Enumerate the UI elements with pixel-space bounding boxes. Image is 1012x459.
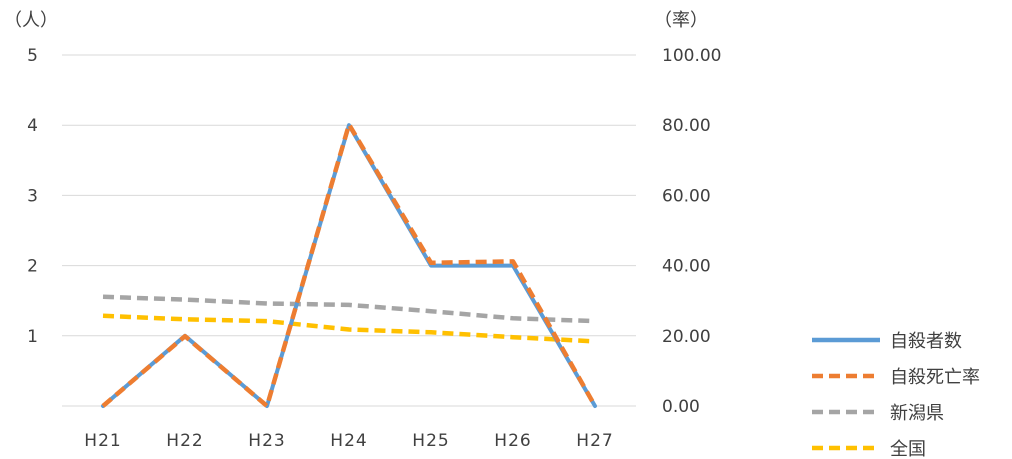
right-axis-unit: （率）: [654, 10, 708, 31]
legend-label: 自殺者数: [890, 331, 962, 352]
x-tick-label: H24: [330, 431, 367, 451]
series-line-1: [101, 122, 597, 409]
left-tick-label: 2: [27, 257, 38, 277]
series-layer: [101, 122, 597, 409]
left-tick-label: 1: [27, 327, 38, 347]
x-tick-label: H26: [494, 431, 531, 451]
left-axis-unit: （人）: [4, 10, 58, 31]
x-tick-label: H22: [166, 431, 203, 451]
right-axis-ticks: 0.00 20.00 40.00 60.00 80.00 100.00: [662, 46, 721, 417]
series-line-3: [102, 313, 596, 344]
legend-label: 全国: [890, 439, 926, 459]
right-tick-label: 80.00: [662, 116, 711, 136]
x-axis-ticks: H21 H22 H23 H24 H25 H26 H27: [84, 431, 613, 451]
left-axis-ticks: 1 2 3 4 5: [27, 46, 38, 347]
series-line-2: [102, 294, 596, 324]
x-tick-label: H27: [576, 431, 613, 451]
left-tick-label: 3: [27, 186, 38, 206]
grid-lines: [62, 54, 636, 407]
x-tick-label: H23: [248, 431, 285, 451]
left-tick-label: 4: [27, 116, 38, 136]
right-tick-label: 0.00: [662, 397, 700, 417]
right-tick-label: 40.00: [662, 257, 711, 277]
right-tick-label: 20.00: [662, 327, 711, 347]
right-tick-label: 100.00: [662, 46, 721, 66]
right-tick-label: 60.00: [662, 186, 711, 206]
x-tick-label: H21: [84, 431, 121, 451]
x-tick-label: H25: [412, 431, 449, 451]
left-tick-label: 5: [27, 46, 38, 66]
legend-label: 新潟県: [890, 403, 944, 424]
legend-label: 自殺死亡率: [890, 367, 980, 388]
